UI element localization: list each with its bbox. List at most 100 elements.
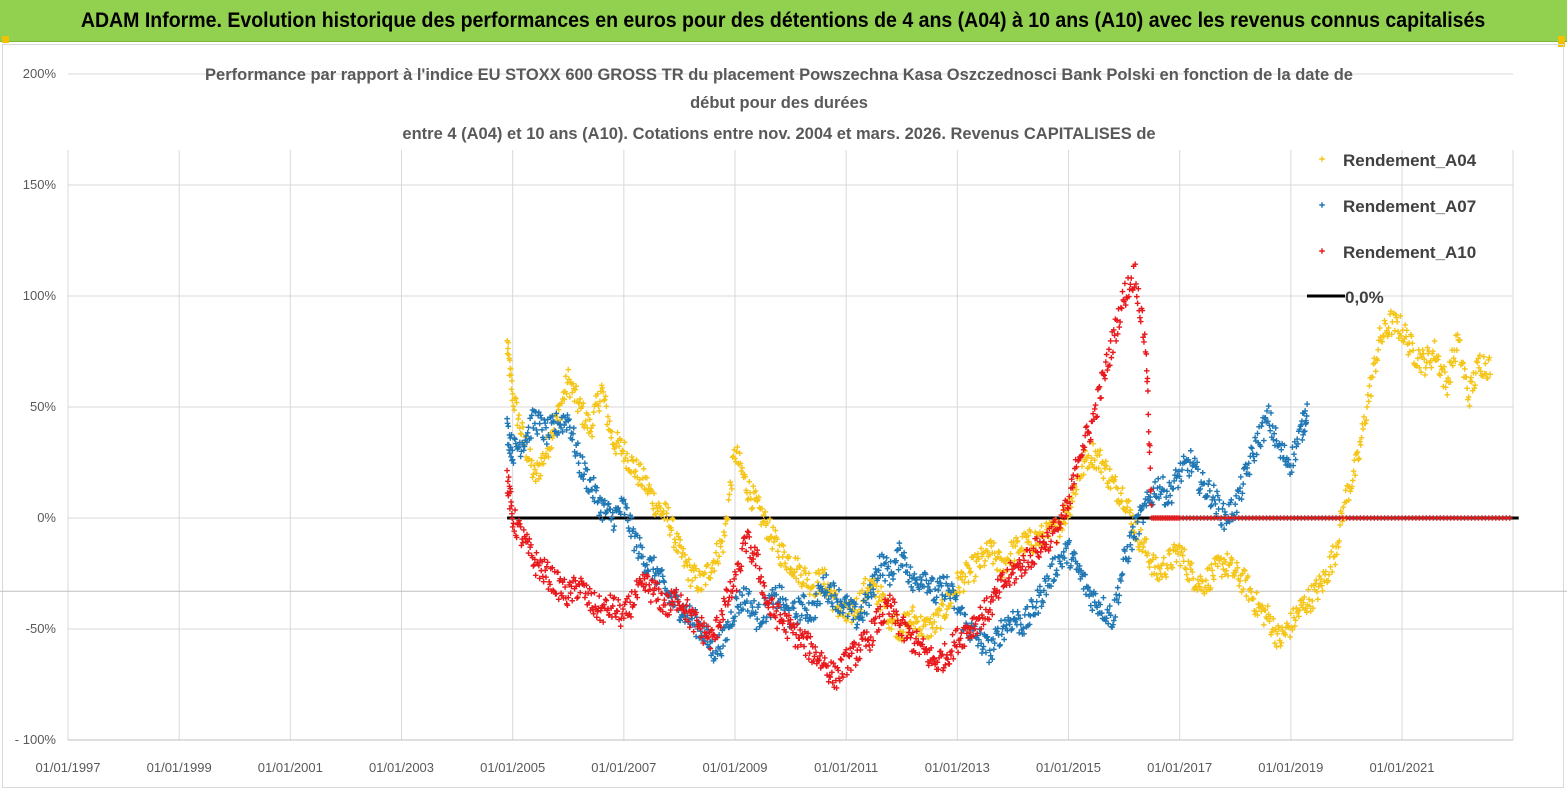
data-point [505,345,511,352]
data-point [937,607,943,614]
data-point [986,616,992,623]
data-point [520,447,527,454]
data-point [1196,583,1203,590]
data-point [586,585,593,592]
data-point [554,414,560,420]
data-point [1133,293,1140,300]
data-point [657,505,664,511]
data-point [1107,612,1114,619]
data-point [1422,372,1428,378]
data-point [1216,497,1223,503]
data-point [962,573,969,580]
data-point [722,520,729,527]
data-point [744,528,751,535]
data-point [982,558,988,564]
data-point [624,450,630,457]
data-point [1049,524,1055,530]
data-point [602,393,609,400]
data-point [1227,560,1234,566]
data-point [790,605,797,612]
data-point [917,627,923,633]
data-point [1100,371,1107,378]
data-point [1069,484,1076,491]
data-point [788,566,795,573]
data-point [797,617,803,623]
data-point [919,641,926,648]
data-point [1385,325,1392,331]
data-point [575,400,582,407]
data-point [940,602,946,608]
data-point [581,471,587,478]
data-point [769,546,776,552]
data-point [505,339,512,346]
data-point [997,642,1004,648]
data-point [601,497,608,504]
data-point [996,549,1003,556]
data-point [1064,499,1070,505]
data-point [533,549,540,556]
data-point [578,403,585,410]
data-point [1005,556,1011,563]
data-point [990,636,996,642]
data-point [1244,465,1250,471]
data-point [686,556,692,563]
data-point [633,544,640,550]
data-point [862,575,869,582]
data-point [1416,364,1423,371]
data-point [644,567,651,574]
data-point [1061,555,1068,561]
data-point [1103,359,1109,365]
data-point [1024,603,1031,610]
data-point [1027,613,1034,619]
data-point [1277,643,1284,649]
data-point [574,595,580,601]
data-point [1336,538,1343,544]
data-point [878,562,884,569]
data-point [716,553,722,560]
data-point [598,496,605,503]
data-point [958,605,965,612]
data-point [1482,360,1489,367]
data-point [1156,495,1162,501]
data-point [649,578,656,584]
data-point [782,560,788,566]
data-point [1038,523,1045,529]
data-point [725,619,731,625]
data-point [540,436,547,443]
data-point [732,613,738,620]
data-point [713,549,719,556]
data-point [910,604,916,610]
data-point [783,629,789,635]
data-point [749,505,756,511]
data-point [876,594,883,601]
data-point [725,497,732,503]
data-point [784,635,791,642]
data-point [1178,478,1185,484]
data-point [920,636,926,642]
data-point [1282,632,1289,638]
data-point [939,592,946,598]
data-point [1310,605,1316,612]
data-point [1335,544,1342,550]
data-point [1421,356,1428,363]
data-point [1226,518,1233,525]
data-point [725,602,731,608]
data-point [1307,603,1313,609]
data-point [715,560,722,567]
data-point [1207,488,1213,494]
data-point [867,634,874,640]
data-point [925,580,932,587]
data-point [561,396,568,403]
data-point [644,561,650,568]
data-point [543,574,549,581]
data-point [1261,622,1267,628]
data-point [1403,327,1410,334]
data-point [830,580,837,586]
data-point [553,590,560,597]
data-point [1289,626,1296,633]
data-point [720,616,726,623]
data-point [1126,533,1133,539]
data-point [923,646,930,652]
data-point [1258,608,1265,615]
data-point [574,450,580,457]
